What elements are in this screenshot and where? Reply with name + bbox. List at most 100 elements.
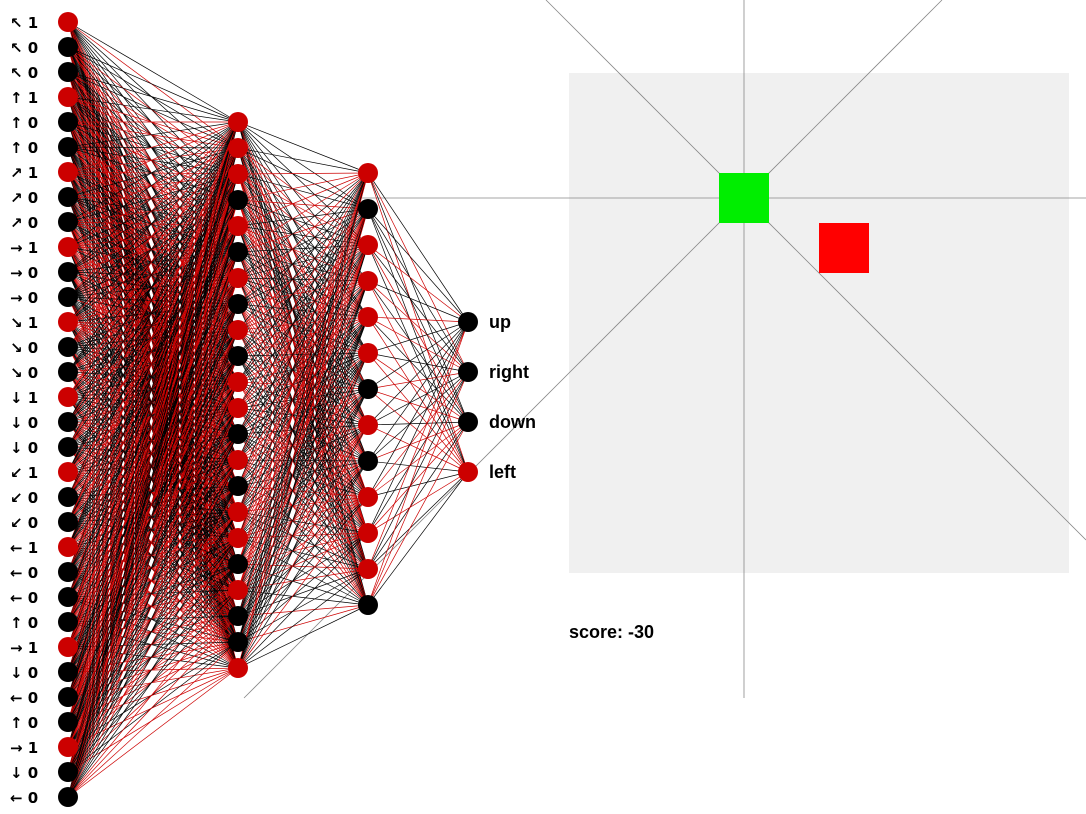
connection <box>237 388 369 513</box>
connection <box>67 421 239 617</box>
connection <box>237 424 369 565</box>
connection <box>67 121 239 548</box>
connection <box>67 96 239 123</box>
input-label: ↑ 0 <box>10 114 38 132</box>
connection <box>67 46 239 201</box>
connection <box>67 146 239 201</box>
hidden2-node <box>358 451 378 471</box>
connection <box>67 641 239 748</box>
connection <box>67 346 239 409</box>
connection <box>67 96 239 201</box>
connection <box>67 381 239 448</box>
connection <box>367 471 469 498</box>
connection <box>237 172 369 513</box>
hidden1-node <box>228 658 248 678</box>
connection <box>367 421 469 426</box>
hidden1-node <box>228 528 248 548</box>
connection <box>67 277 239 398</box>
connection <box>67 396 239 435</box>
connection <box>367 371 469 390</box>
input-node <box>58 587 78 607</box>
connection <box>67 251 239 373</box>
connection <box>67 346 239 539</box>
connection <box>367 471 469 570</box>
input-node <box>58 737 78 757</box>
connection <box>67 407 239 523</box>
connection <box>67 496 239 539</box>
target-square <box>819 223 869 273</box>
connection <box>67 459 239 498</box>
hidden1-node <box>228 112 248 132</box>
connection <box>67 396 239 591</box>
connection <box>237 532 369 669</box>
connection <box>67 71 239 123</box>
connection <box>367 471 469 534</box>
connection <box>67 485 239 548</box>
input-node <box>58 87 78 107</box>
connection <box>237 352 369 643</box>
connection <box>67 537 239 623</box>
connection <box>67 147 239 248</box>
connection <box>237 532 369 565</box>
connection <box>67 421 239 591</box>
connection <box>237 172 369 383</box>
input-node <box>58 237 78 257</box>
connection <box>237 388 369 539</box>
connection <box>237 568 369 669</box>
hidden2-node <box>358 199 378 219</box>
connection <box>367 321 469 570</box>
output-label-down: down <box>489 412 536 432</box>
connection <box>367 371 469 570</box>
connection <box>67 407 239 423</box>
connection <box>67 381 239 798</box>
connection <box>67 46 239 123</box>
connection <box>237 424 369 591</box>
input-label: ↖ 0 <box>10 64 38 82</box>
connection <box>67 121 239 698</box>
output-node <box>458 412 478 432</box>
connection <box>67 496 239 565</box>
output-label-left: left <box>489 462 516 482</box>
connection <box>67 96 239 149</box>
connection <box>67 471 239 539</box>
connection <box>237 388 369 591</box>
connection <box>237 208 369 513</box>
connection <box>67 121 239 201</box>
connection <box>367 371 469 534</box>
connection <box>67 21 239 123</box>
connection <box>237 424 369 513</box>
connection <box>67 147 239 173</box>
hidden1-node <box>228 138 248 158</box>
connection <box>367 316 469 323</box>
output-label-up: up <box>489 312 511 332</box>
connection <box>67 589 239 673</box>
connection <box>67 667 239 723</box>
connection <box>367 371 469 498</box>
connection <box>237 388 369 617</box>
connection <box>67 303 239 373</box>
input-label: → 1 <box>10 239 38 257</box>
connection <box>237 424 369 643</box>
connection <box>67 381 239 498</box>
hidden1-node <box>228 424 248 444</box>
game-board <box>569 73 1069 573</box>
hidden2-node <box>358 415 378 435</box>
hidden1-node <box>228 190 248 210</box>
connection <box>367 244 469 323</box>
connection <box>67 459 239 548</box>
score-label: score: -30 <box>569 622 655 642</box>
connection <box>237 208 369 617</box>
connection <box>67 321 239 539</box>
connection <box>67 511 239 573</box>
connection <box>237 244 369 643</box>
connection <box>67 371 239 565</box>
connection <box>67 96 239 175</box>
connection <box>367 280 469 473</box>
connection <box>237 244 369 669</box>
connection <box>367 388 469 423</box>
connection <box>67 199 239 298</box>
connection <box>237 208 369 669</box>
input-node <box>58 212 78 232</box>
connection <box>67 173 239 798</box>
connection <box>237 388 369 669</box>
